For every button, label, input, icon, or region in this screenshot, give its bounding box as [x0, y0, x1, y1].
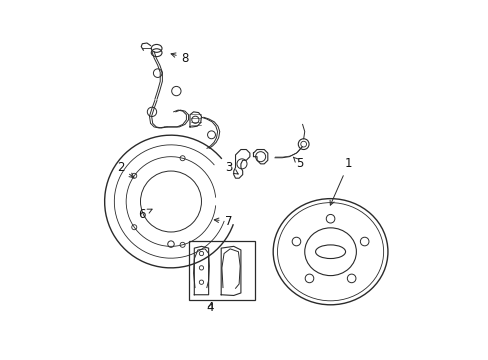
Text: 2: 2	[117, 161, 134, 177]
Text: 1: 1	[329, 157, 351, 205]
Text: 5: 5	[293, 157, 303, 170]
Bar	[188, 241, 255, 300]
Text: 4: 4	[206, 301, 214, 314]
Text: 7: 7	[214, 215, 232, 228]
Text: 6: 6	[138, 208, 152, 221]
Text: 3: 3	[224, 161, 238, 174]
Text: 8: 8	[171, 51, 189, 64]
